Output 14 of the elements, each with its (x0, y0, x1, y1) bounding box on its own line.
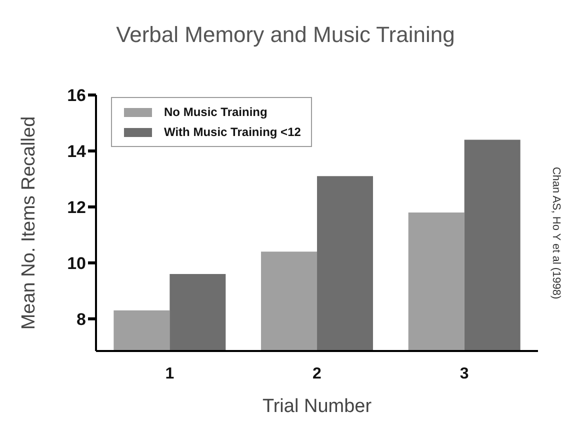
x-tick-label: 3 (460, 365, 469, 382)
y-tick-label: 12 (67, 198, 86, 217)
chart-title: Verbal Memory and Music Training (115, 22, 456, 48)
x-axis-title: Trial Number (262, 396, 372, 417)
x-tick-label: 1 (165, 365, 174, 382)
y-tick-label: 8 (76, 310, 86, 329)
x-tick-label: 2 (312, 365, 322, 382)
legend-label: With Music Training <12 (164, 125, 301, 139)
text: Chan AS, Ho Y et al (1998) (550, 166, 562, 300)
y-tick-label: 14 (67, 142, 87, 161)
legend-label: No Music Training (164, 105, 268, 119)
y-tick-label: 10 (67, 254, 86, 273)
y-axis-title: Mean No. Items Recalled (18, 116, 40, 330)
y-tick-label: 16 (67, 86, 86, 106)
